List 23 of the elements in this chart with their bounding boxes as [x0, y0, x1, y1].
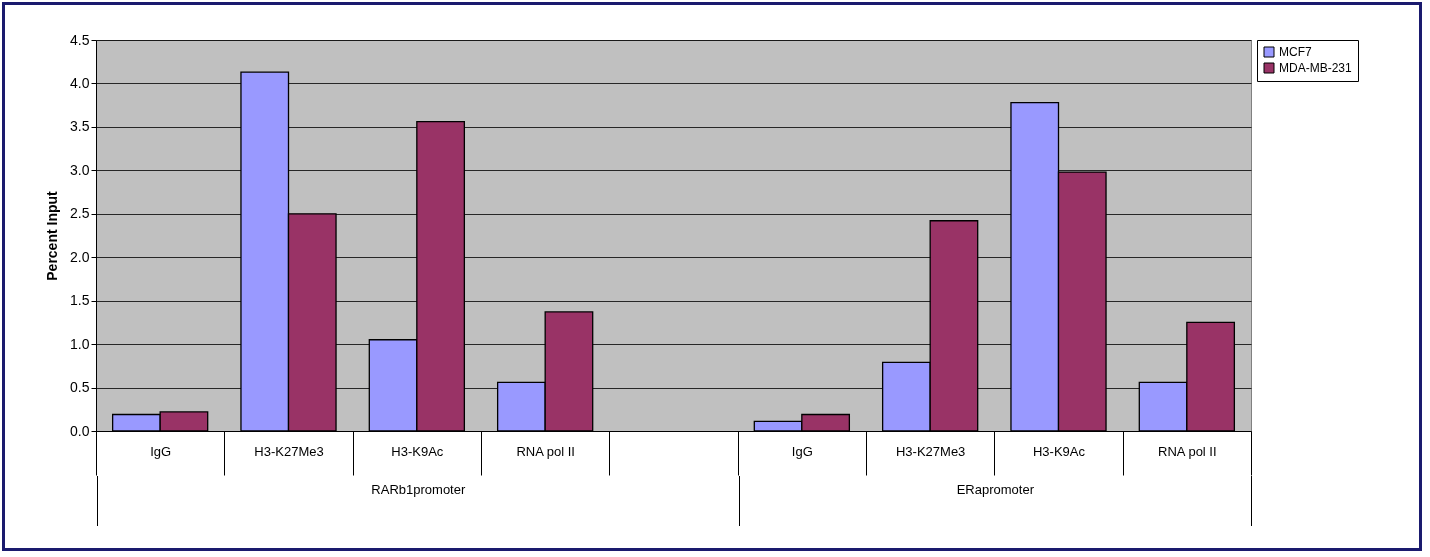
legend-label: MCF7 [1279, 45, 1312, 59]
y-axis-title: Percent Input [44, 190, 61, 281]
y-tick-label: 4.5 [70, 31, 90, 48]
y-tick-label: 0.5 [70, 379, 90, 396]
y-tick-label: 1.5 [70, 292, 90, 309]
text: ERapromoter [738, 476, 1252, 526]
text: RARb1promoter [97, 476, 739, 526]
x-tick-label: RNA pol II [1158, 443, 1217, 459]
x-tick-label: H3-K9Ac [1032, 443, 1086, 459]
y-tick-label: 0.0 [70, 422, 90, 439]
x-tick-label: RNA pol II [516, 443, 575, 459]
y-tick-label: 3.0 [70, 161, 90, 178]
y-tick-label: 4.0 [70, 74, 90, 91]
x-tick-label: H3-K9Ac [391, 443, 444, 459]
y-tick-label: 2.5 [70, 205, 90, 222]
x-tick-label: IgG [791, 443, 813, 459]
y-tick-label: 2.0 [70, 248, 90, 265]
y-tick-label: 1.0 [70, 335, 90, 352]
x-tick-label: IgG [150, 443, 172, 459]
y-tick-label: 3.5 [70, 118, 90, 135]
x-tick-label: H3-K27Me3 [254, 443, 324, 459]
legend-label: MDA-MB-231 [1279, 61, 1353, 75]
x-tick-label: H3-K27Me3 [895, 443, 966, 459]
